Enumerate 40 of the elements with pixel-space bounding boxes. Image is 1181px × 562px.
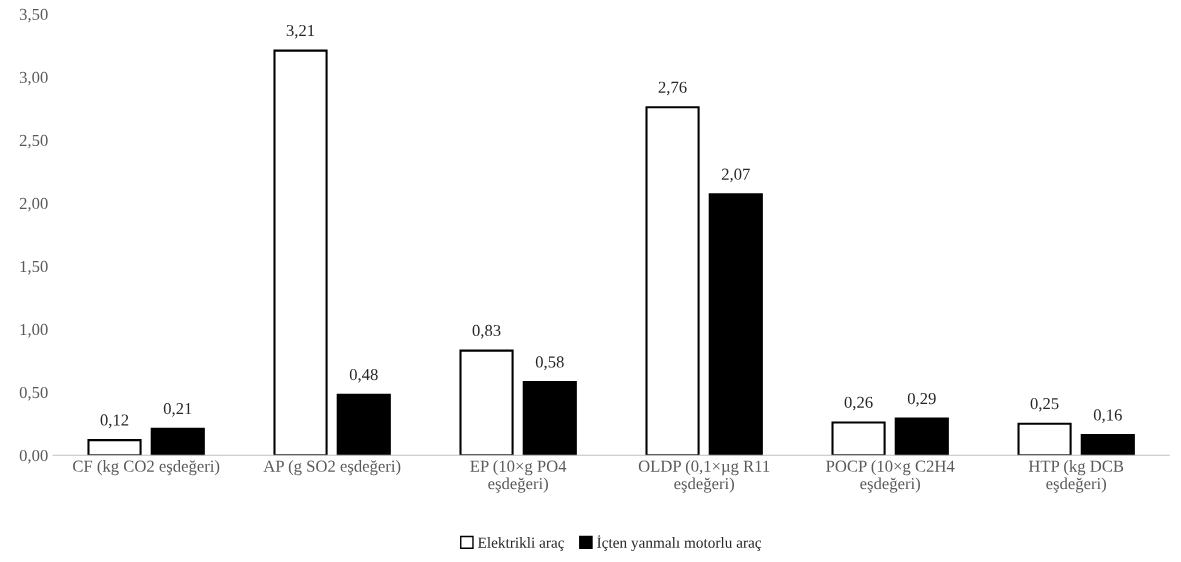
- bar: [87, 439, 142, 456]
- y-tick-label: 0,00: [19, 449, 48, 464]
- bar: [273, 49, 328, 456]
- y-tick-label: 3,50: [19, 8, 48, 23]
- bar: [336, 393, 391, 456]
- bar: [708, 193, 763, 456]
- y-tick-label: 0,50: [19, 386, 48, 401]
- data-label: 0,48: [349, 368, 378, 383]
- bar: [645, 106, 700, 456]
- x-tick-label: HTP (kg DCB eşdeğeri): [1028, 460, 1124, 493]
- bar: [831, 421, 886, 456]
- data-label: 0,25: [1030, 397, 1059, 412]
- bar: [459, 349, 514, 456]
- legend-label: Elektrikli araç: [477, 537, 565, 551]
- legend-label: İçten yanmalı motorlu araç: [597, 535, 762, 551]
- bar: [894, 417, 949, 456]
- data-label: 0,21: [163, 403, 192, 417]
- data-label: 2,07: [721, 168, 750, 183]
- data-label: 0,16: [1093, 409, 1122, 423]
- bar: [150, 427, 205, 456]
- x-tick-label: OLDP (0,1×µg R11 eşdeğeri): [638, 460, 770, 493]
- data-label: 0,26: [844, 396, 873, 411]
- data-label: 3,21: [286, 24, 315, 39]
- data-label: 0,12: [100, 414, 129, 428]
- x-tick-label: CF (kg CO2 eşdeğeri): [73, 460, 220, 476]
- y-tick-label: 1,50: [20, 260, 48, 275]
- bar: [522, 381, 577, 456]
- y-tick-label: 3,00: [19, 71, 48, 86]
- y-tick-label: 1,00: [20, 323, 48, 338]
- x-tick-label: EP (10×g PO4 eşdeğeri): [470, 460, 567, 493]
- data-label: 0,58: [535, 356, 564, 371]
- y-tick-label: 2,50: [19, 134, 48, 149]
- x-tick-label: POCP (10×g C2H4 eşdeğeri): [826, 460, 955, 493]
- data-label: 0,83: [472, 324, 501, 339]
- x-tick-label: AP (g SO2 eşdeğeri): [263, 460, 401, 476]
- data-label: 2,76: [658, 81, 687, 96]
- data-label: 0,29: [907, 392, 936, 407]
- bar: [1080, 434, 1135, 456]
- bar: [1017, 422, 1072, 456]
- y-tick-label: 2,00: [19, 197, 48, 212]
